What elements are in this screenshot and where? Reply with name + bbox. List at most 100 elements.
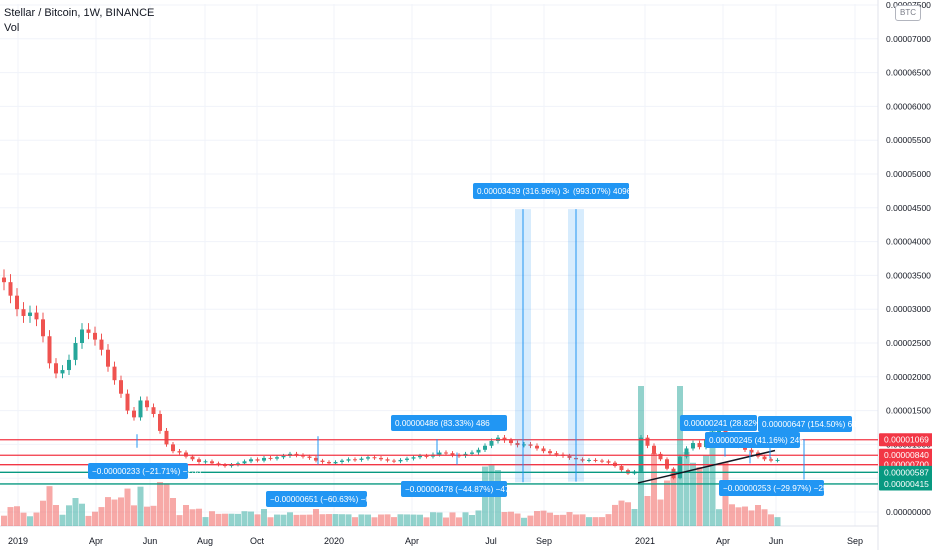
volume-bar xyxy=(462,512,469,526)
candle-body xyxy=(522,444,526,446)
candle-body xyxy=(294,453,299,456)
candle-body xyxy=(138,400,143,418)
x-tick-label: Apr xyxy=(405,536,419,546)
candle-body xyxy=(320,460,325,462)
candle-body xyxy=(398,459,403,462)
volume-label: Vol xyxy=(4,22,20,34)
candle-body xyxy=(275,457,279,459)
volume-bar xyxy=(85,515,92,526)
volume-bar xyxy=(267,517,274,526)
candle-body xyxy=(509,440,513,444)
candle-body xyxy=(119,380,123,394)
volume-bar xyxy=(27,516,33,526)
y-tick-label: 0.00004500 xyxy=(886,203,931,213)
volume-bar xyxy=(579,514,586,526)
volume-bar xyxy=(729,504,735,526)
measure-callout xyxy=(758,416,852,432)
x-tick-label: Jun xyxy=(143,536,158,546)
candle-body xyxy=(15,295,19,310)
candle-body xyxy=(8,282,13,296)
volume-bar xyxy=(287,512,293,526)
candle-body xyxy=(567,455,572,458)
measure-callout xyxy=(705,432,800,448)
candle-body xyxy=(619,466,624,471)
measure-callout-label: 0.00000241 (28.82%) 241 xyxy=(684,419,779,428)
measure-callout xyxy=(266,491,367,507)
volume-bar xyxy=(709,424,716,526)
x-tick-label: Jun xyxy=(769,536,784,546)
candle-body xyxy=(216,463,221,465)
y-tick-label: 0.00004000 xyxy=(886,237,931,247)
volume-bar xyxy=(33,512,40,526)
candle-body xyxy=(255,459,260,461)
volume-bar xyxy=(521,517,527,526)
candle-body xyxy=(580,459,585,461)
volume-bar xyxy=(365,514,371,526)
candle-body xyxy=(54,363,58,374)
volume-bar xyxy=(124,488,131,526)
candle-body xyxy=(405,458,409,460)
y-tick-label: 0.00007000 xyxy=(886,34,931,44)
candle-body xyxy=(535,445,539,449)
y-tick-label: 0.00000000 xyxy=(886,507,931,517)
volume-bar xyxy=(98,507,105,526)
volume-bar xyxy=(40,500,46,526)
candle-body xyxy=(444,452,448,454)
candle-body xyxy=(470,452,474,454)
volume-bar xyxy=(501,512,508,526)
volume-bar xyxy=(319,514,326,526)
x-tick-label: 2020 xyxy=(324,536,344,546)
candle-body xyxy=(112,366,117,381)
volume-bar xyxy=(677,386,683,526)
price-level-tag xyxy=(879,465,932,479)
candle-body xyxy=(60,370,65,374)
measure-callout xyxy=(719,480,824,496)
volume-bar xyxy=(397,514,404,526)
candle-body xyxy=(73,343,78,360)
candle-body xyxy=(268,457,273,459)
volume-bar xyxy=(14,506,20,526)
volume-bar xyxy=(371,517,378,526)
volume-bar xyxy=(66,505,72,526)
volume-bar xyxy=(768,514,774,526)
candle-body xyxy=(353,459,357,461)
volume-bar xyxy=(599,517,605,526)
volume-bar xyxy=(410,514,417,526)
volume-bar xyxy=(1,515,7,526)
volume-bar xyxy=(261,509,267,526)
x-tick-label: 2019 xyxy=(8,536,28,546)
volume-bar xyxy=(495,470,501,526)
measure-callout-label: 0.00000245 (41.16%) 245 xyxy=(709,436,804,445)
candle-body xyxy=(158,413,162,431)
volume-bar xyxy=(469,515,475,526)
volume-bar xyxy=(605,514,612,526)
candle-body xyxy=(177,451,182,453)
volume-bar xyxy=(638,386,644,526)
volume-bar xyxy=(553,514,560,526)
price-level-label: 0.00001069 xyxy=(884,435,929,445)
volume-bar xyxy=(46,486,53,526)
candle-body xyxy=(67,359,71,371)
candle-body xyxy=(541,448,546,452)
volume-bar xyxy=(657,499,664,526)
price-level-label: 0.00000587 xyxy=(884,467,929,477)
x-tick-label: Jul xyxy=(485,536,497,546)
candle-body xyxy=(528,444,533,446)
candle-body xyxy=(385,459,390,461)
candle-body xyxy=(717,429,721,434)
currency-badge[interactable]: BTC xyxy=(895,5,921,21)
volume-bar xyxy=(651,453,657,526)
volume-bar xyxy=(235,513,241,526)
volume-bar xyxy=(631,509,638,526)
candle-body xyxy=(691,443,695,449)
candle-body xyxy=(229,464,234,467)
volume-bar xyxy=(92,511,98,526)
volume-bar xyxy=(449,512,456,526)
candle-body xyxy=(236,463,240,465)
volume-bar xyxy=(534,511,540,526)
volume-bar xyxy=(735,507,742,526)
candle-body xyxy=(190,456,195,460)
volume-bar xyxy=(430,512,436,526)
